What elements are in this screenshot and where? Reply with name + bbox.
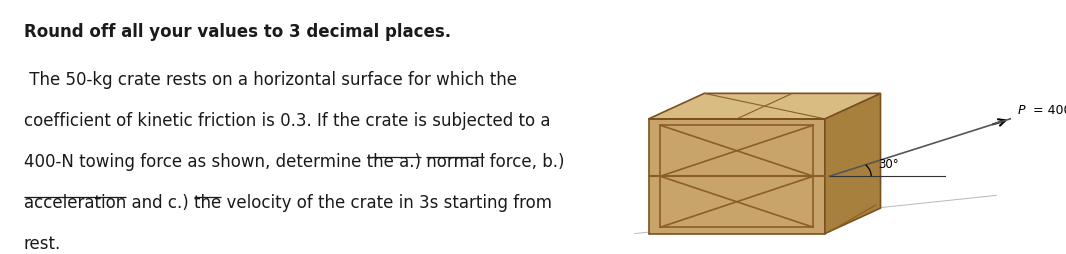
Polygon shape — [648, 208, 881, 234]
Text: = 400 N: = 400 N — [1033, 104, 1066, 117]
Polygon shape — [648, 94, 881, 119]
Text: Round off all your values to 3 decimal places.: Round off all your values to 3 decimal p… — [23, 23, 451, 41]
Text: acceleration and c.) the velocity of the crate in 3s starting from: acceleration and c.) the velocity of the… — [23, 193, 552, 211]
Text: $P$: $P$ — [1017, 104, 1027, 117]
Text: 30°: 30° — [878, 157, 899, 170]
Text: rest.: rest. — [23, 234, 61, 252]
Polygon shape — [825, 94, 881, 234]
Text: 400-N towing force as shown, determine the a.) normal force, b.): 400-N towing force as shown, determine t… — [23, 152, 564, 170]
Text: The 50-kg crate rests on a horizontal surface for which the: The 50-kg crate rests on a horizontal su… — [23, 71, 517, 89]
Polygon shape — [648, 119, 825, 234]
Text: coefficient of kinetic friction is 0.3. If the crate is subjected to a: coefficient of kinetic friction is 0.3. … — [23, 112, 550, 130]
